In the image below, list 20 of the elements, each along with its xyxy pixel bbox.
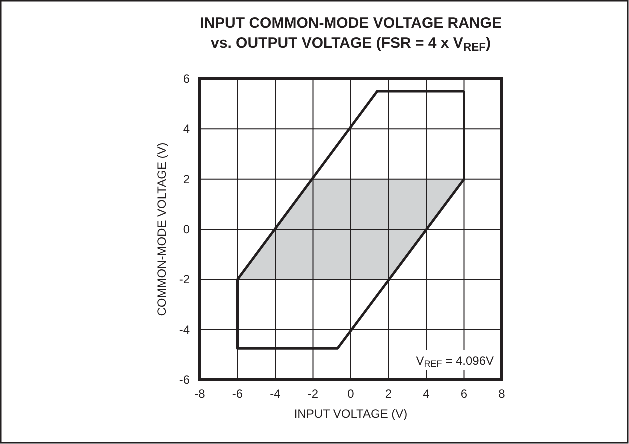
x-tick-label: 4 xyxy=(423,387,430,401)
chart-title: INPUT COMMON-MODE VOLTAGE RANGE vs. OUTPUT VOLTAGE (FSR = 4 x V$_{REF}$) xyxy=(200,15,502,54)
y-axis-title: COMMON-MODE VOLTAGE (V) xyxy=(155,142,169,316)
y-tick-label: -4 xyxy=(179,322,190,337)
x-tick-label: 8 xyxy=(498,387,506,401)
y-tick-label: -6 xyxy=(179,373,190,387)
x-tick-label: -2 xyxy=(308,387,319,401)
x-tick-label: -4 xyxy=(270,387,282,401)
x-axis-title: INPUT VOLTAGE (V) xyxy=(294,407,408,421)
x-tick-label: 6 xyxy=(460,387,468,401)
y-tick-label: 0 xyxy=(183,222,190,236)
y-tick-label: 6 xyxy=(183,72,190,86)
y-tick-label: 4 xyxy=(183,122,190,136)
x-tick-label: -6 xyxy=(232,387,244,401)
x-tick-label: 0 xyxy=(348,387,355,401)
y-tick-label: -2 xyxy=(179,272,190,287)
annotation: V$_{REF}$ = 4.096V xyxy=(416,354,494,370)
x-tick-label: -8 xyxy=(194,387,206,401)
y-tick-label: 2 xyxy=(183,172,190,186)
x-tick-label: 2 xyxy=(385,387,392,401)
